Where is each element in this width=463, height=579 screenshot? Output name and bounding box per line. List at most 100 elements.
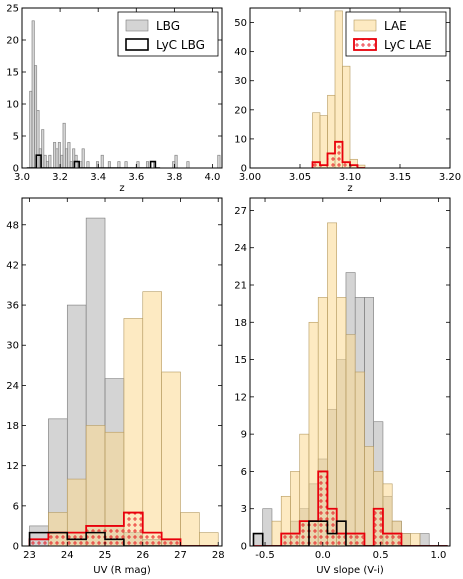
- bar-lbg: [29, 90, 33, 168]
- plot-content: [26, 20, 221, 168]
- legend-box: [117, 11, 219, 57]
- bar-lbg: [186, 161, 190, 168]
- bar-lbg: [81, 148, 85, 168]
- step-line-lyc-lbg: [28, 531, 219, 546]
- bar-lae: [308, 321, 319, 546]
- bar-hatch-lyc-lae: [342, 162, 350, 168]
- legend-swatch-lbg: [125, 19, 149, 32]
- legend-swatch-lyc-lbg: [125, 38, 149, 51]
- y-tick-label: 15: [234, 355, 247, 366]
- y-tick-label: 21: [234, 281, 247, 292]
- y-tick-label: 3: [241, 504, 247, 515]
- bar-hatch-lyc-lae: [86, 525, 106, 546]
- y-tick-label: 5: [13, 132, 19, 143]
- x-tick-label: 0.5: [373, 550, 389, 561]
- x-tick-label: 3.2: [52, 172, 68, 183]
- bar-lbg: [107, 161, 111, 168]
- bar-lbg: [34, 65, 38, 168]
- bar-hatch-lyc-lae: [308, 521, 319, 546]
- bar-lae: [161, 371, 181, 546]
- bar-lbg: [53, 142, 57, 168]
- x-tick-label: 3.4: [90, 172, 106, 183]
- bar-hatch-lyc-lae: [336, 533, 346, 546]
- bar-lae: [142, 291, 162, 546]
- axes-frame: [21, 197, 223, 547]
- x-tick-label: 25: [99, 550, 112, 561]
- y-tick-label: 25: [6, 4, 19, 15]
- bar-hatch-lyc-lae: [327, 153, 335, 168]
- y-tick-label: 0: [241, 164, 247, 175]
- x-axis-label: UV slope (V-i): [316, 565, 384, 576]
- x-axis-label: z: [119, 183, 124, 194]
- y-tick-label: 0: [13, 164, 19, 175]
- y-tick-label: 30: [6, 341, 19, 352]
- bar-lbg: [419, 533, 430, 546]
- bar-lae: [364, 446, 374, 546]
- bar-lae: [410, 533, 421, 546]
- bar-lbg: [69, 161, 73, 168]
- y-tick-label: 40: [234, 47, 247, 58]
- y-tick-label: 18: [234, 318, 247, 329]
- bar-lbg: [36, 110, 40, 168]
- legend-swatch-lyc-lae: [353, 38, 377, 51]
- y-tick-label: 20: [234, 105, 247, 116]
- bar-lae: [312, 112, 321, 168]
- bar-lbg: [253, 533, 264, 546]
- y-tick-label: 30: [234, 76, 247, 87]
- bar-lbg: [117, 161, 121, 168]
- bar-hatch-lyc-lae: [320, 165, 328, 168]
- bar-lbg: [262, 508, 273, 546]
- y-tick-label: 18: [6, 421, 19, 432]
- bar-hatch-lyc-lae: [382, 533, 393, 546]
- legend-label-lyc-lbg: LyC LBG: [156, 38, 205, 52]
- bar-lbg: [62, 122, 66, 168]
- legend-label-lbg: LBG: [156, 19, 180, 33]
- step-line-lyc-lae: [311, 140, 365, 168]
- plot-content: [311, 10, 366, 168]
- bar-lbg: [95, 161, 99, 168]
- bar-lbg: [79, 161, 83, 168]
- y-tick-label: 6: [13, 501, 19, 512]
- bar-lae: [401, 533, 411, 546]
- legend: LBG LyC LBG: [117, 11, 219, 57]
- y-tick-label: 20: [6, 36, 19, 47]
- bar-lbg: [145, 161, 149, 168]
- bar-lae: [319, 115, 328, 168]
- axes-frame: [21, 7, 223, 169]
- bar-lae: [199, 532, 219, 546]
- bar-lbg: [86, 161, 90, 168]
- y-tick-label: 12: [6, 461, 19, 472]
- bar-hatch-lyc-lae: [48, 532, 68, 546]
- x-tick-label: 3.0: [14, 172, 30, 183]
- step-line-lyc-lbg: [26, 154, 161, 168]
- x-tick-label: 3.15: [389, 172, 411, 183]
- bar-hatch-lyc-lae: [290, 533, 300, 546]
- bar-hatch-lyc-lae: [312, 162, 320, 168]
- y-tick-label: 10: [234, 134, 247, 145]
- bar-hatch-lyc-lae: [350, 165, 358, 168]
- x-tick-label: 28: [212, 550, 225, 561]
- bar-lae: [180, 512, 200, 546]
- bar-hatch-lyc-lae: [392, 533, 402, 546]
- x-tick-label: 27: [174, 550, 187, 561]
- y-tick-label: 15: [6, 68, 19, 79]
- y-tick-label: 50: [234, 18, 247, 29]
- bar-lbg: [43, 154, 47, 168]
- bar-lbg: [60, 154, 64, 168]
- bar-lae: [354, 371, 365, 546]
- step-line-lyc-lae: [28, 511, 219, 546]
- bar-lae: [271, 520, 282, 546]
- y-tick-label: 0: [241, 542, 247, 553]
- legend-label-lae: LAE: [384, 19, 407, 33]
- bar-lbg: [55, 148, 59, 168]
- panel-uv-magnitude: 23 24 25 26 27 28 0 6 12 18 24 30 36 42 48 UV (R mag): [6, 197, 225, 576]
- bar-lbg: [48, 154, 52, 168]
- x-tick-label: 24: [61, 550, 74, 561]
- plot-content: [28, 217, 219, 546]
- bar-lae: [336, 297, 347, 546]
- y-tick-label: 24: [234, 243, 247, 254]
- bar-hatch-lyc-lae: [29, 539, 49, 546]
- bar-hatch-lyc-lae: [281, 533, 291, 546]
- bar-hatch-lyc-lae: [161, 539, 181, 546]
- x-tick-label: 3.10: [339, 172, 361, 183]
